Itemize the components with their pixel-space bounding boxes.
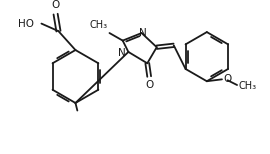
Text: N: N <box>139 28 146 38</box>
Text: O: O <box>224 74 232 84</box>
Text: HO: HO <box>18 19 34 29</box>
Text: CH₃: CH₃ <box>239 81 257 91</box>
Text: O: O <box>145 80 153 90</box>
Text: CH₃: CH₃ <box>89 20 107 30</box>
Text: O: O <box>52 0 60 10</box>
Text: N: N <box>118 48 126 58</box>
